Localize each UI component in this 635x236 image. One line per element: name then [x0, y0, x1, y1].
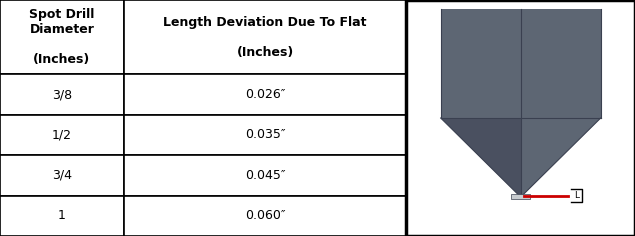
- Bar: [124, 155, 406, 196]
- Bar: [406, 0, 635, 236]
- Text: 3/4: 3/4: [52, 169, 72, 182]
- Text: 1: 1: [58, 209, 66, 222]
- Text: 1/2: 1/2: [52, 128, 72, 141]
- Bar: [441, 9, 601, 118]
- Text: 0.060″: 0.060″: [245, 209, 285, 222]
- Polygon shape: [441, 118, 521, 197]
- Text: Length Deviation Due To Flat

(Inches): Length Deviation Due To Flat (Inches): [163, 16, 367, 59]
- Text: L: L: [574, 191, 579, 200]
- Bar: [0, 115, 124, 155]
- Text: 0.035″: 0.035″: [245, 128, 285, 141]
- Bar: [0, 0, 124, 74]
- Bar: [124, 74, 406, 115]
- Text: 0.026″: 0.026″: [245, 88, 285, 101]
- Bar: [0, 155, 124, 196]
- Text: Spot Drill
Diameter

(Inches): Spot Drill Diameter (Inches): [29, 8, 95, 66]
- Bar: [124, 196, 406, 236]
- Bar: [511, 194, 530, 199]
- Text: 0.045″: 0.045″: [245, 169, 285, 182]
- Bar: [124, 0, 406, 74]
- Bar: [0, 74, 124, 115]
- Bar: [124, 115, 406, 155]
- Bar: [0, 196, 124, 236]
- Polygon shape: [441, 118, 601, 197]
- Text: 3/8: 3/8: [52, 88, 72, 101]
